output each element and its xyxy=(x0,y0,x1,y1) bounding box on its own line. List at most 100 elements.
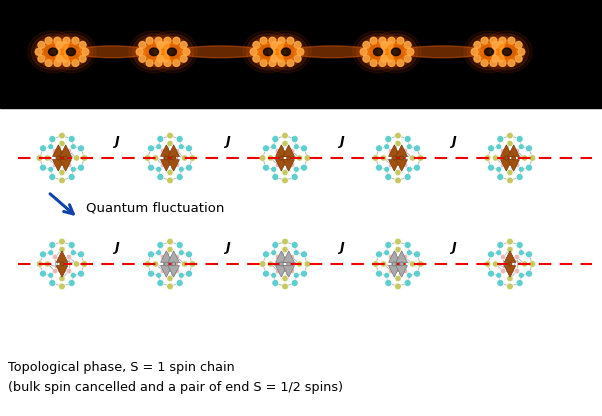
Bar xyxy=(288,262,290,264)
Ellipse shape xyxy=(464,31,514,73)
Circle shape xyxy=(259,261,266,267)
Ellipse shape xyxy=(353,31,403,73)
Bar xyxy=(172,264,175,266)
Circle shape xyxy=(402,254,408,260)
Polygon shape xyxy=(501,145,512,156)
Circle shape xyxy=(485,155,491,161)
Circle shape xyxy=(52,254,58,260)
Circle shape xyxy=(492,261,498,267)
Circle shape xyxy=(189,261,196,267)
Polygon shape xyxy=(276,266,287,277)
Circle shape xyxy=(526,270,532,277)
Circle shape xyxy=(517,280,523,287)
Text: Quantum fluctuation: Quantum fluctuation xyxy=(86,201,225,215)
Circle shape xyxy=(492,155,498,161)
Circle shape xyxy=(183,48,190,55)
Circle shape xyxy=(70,250,76,255)
Circle shape xyxy=(388,37,395,44)
Ellipse shape xyxy=(489,37,525,67)
Ellipse shape xyxy=(261,31,311,73)
Circle shape xyxy=(514,254,520,260)
Circle shape xyxy=(497,42,504,48)
Circle shape xyxy=(49,136,56,142)
Ellipse shape xyxy=(46,31,96,73)
Circle shape xyxy=(45,261,51,267)
Circle shape xyxy=(275,268,281,274)
Circle shape xyxy=(380,261,386,267)
Circle shape xyxy=(167,169,173,176)
Circle shape xyxy=(45,155,51,161)
Circle shape xyxy=(38,42,45,48)
Circle shape xyxy=(181,261,188,267)
Circle shape xyxy=(385,173,392,181)
Polygon shape xyxy=(276,160,287,171)
Bar xyxy=(165,262,167,264)
Ellipse shape xyxy=(162,43,182,60)
Circle shape xyxy=(383,250,389,255)
Circle shape xyxy=(160,148,166,154)
Circle shape xyxy=(526,164,532,171)
Circle shape xyxy=(518,272,524,278)
Ellipse shape xyxy=(31,34,75,70)
Ellipse shape xyxy=(503,48,512,56)
Circle shape xyxy=(515,42,522,48)
Circle shape xyxy=(400,262,404,266)
Circle shape xyxy=(388,59,395,67)
Circle shape xyxy=(386,55,393,62)
Circle shape xyxy=(381,55,388,62)
Circle shape xyxy=(379,37,386,44)
Ellipse shape xyxy=(57,40,85,64)
Circle shape xyxy=(490,37,497,44)
Circle shape xyxy=(395,246,401,253)
Circle shape xyxy=(82,48,89,55)
Ellipse shape xyxy=(391,48,400,56)
Bar xyxy=(288,156,290,158)
Circle shape xyxy=(35,48,42,55)
Circle shape xyxy=(174,162,180,168)
Ellipse shape xyxy=(386,43,406,60)
Circle shape xyxy=(507,141,513,146)
Circle shape xyxy=(385,136,392,142)
Circle shape xyxy=(147,251,155,258)
Circle shape xyxy=(404,280,411,287)
Circle shape xyxy=(409,155,415,161)
Polygon shape xyxy=(276,145,287,156)
Circle shape xyxy=(376,251,382,258)
Ellipse shape xyxy=(291,46,373,58)
Circle shape xyxy=(157,173,164,181)
Circle shape xyxy=(499,59,506,67)
Ellipse shape xyxy=(43,43,63,60)
Circle shape xyxy=(173,37,180,44)
Circle shape xyxy=(56,55,63,62)
Circle shape xyxy=(73,261,79,267)
Circle shape xyxy=(287,59,294,67)
Circle shape xyxy=(488,270,494,277)
Circle shape xyxy=(66,268,72,274)
Ellipse shape xyxy=(161,43,183,61)
Circle shape xyxy=(48,144,54,150)
Circle shape xyxy=(262,145,270,152)
Circle shape xyxy=(79,55,86,62)
Ellipse shape xyxy=(257,43,279,61)
Circle shape xyxy=(172,262,176,266)
Polygon shape xyxy=(504,251,516,262)
Circle shape xyxy=(157,136,164,142)
Circle shape xyxy=(276,42,283,48)
Circle shape xyxy=(293,166,299,172)
Circle shape xyxy=(271,144,277,150)
Circle shape xyxy=(172,156,176,160)
Circle shape xyxy=(488,164,494,171)
Circle shape xyxy=(272,242,279,248)
Ellipse shape xyxy=(276,43,296,60)
Circle shape xyxy=(404,173,411,181)
Circle shape xyxy=(481,37,488,44)
Circle shape xyxy=(406,250,412,255)
Text: J: J xyxy=(225,135,229,148)
Circle shape xyxy=(79,42,86,48)
Circle shape xyxy=(385,280,392,287)
Bar xyxy=(172,262,175,264)
Ellipse shape xyxy=(474,40,503,64)
Circle shape xyxy=(52,162,58,168)
Circle shape xyxy=(63,59,70,67)
Circle shape xyxy=(260,59,267,67)
